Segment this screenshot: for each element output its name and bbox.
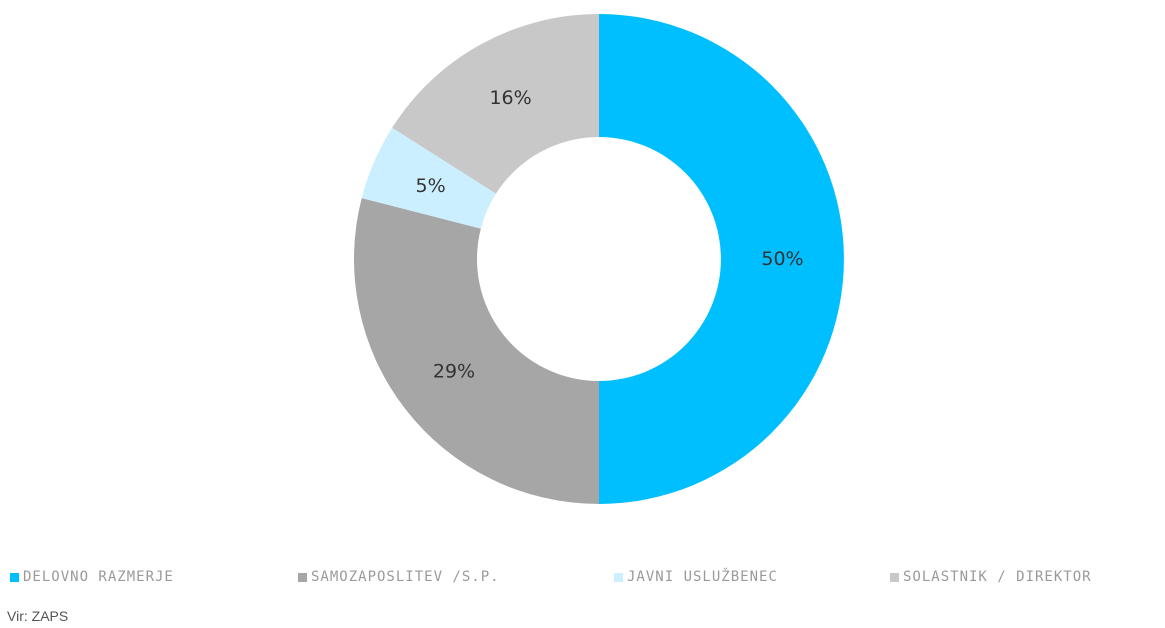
source-note: Vir: ZAPS	[7, 608, 68, 624]
legend-swatch-icon	[614, 573, 623, 582]
slice-value-label: 50%	[761, 248, 803, 270]
chart-legend: DELOVNO RAZMERJE SAMOZAPOSLITEV /S.P. JA…	[10, 569, 1160, 591]
legend-label: SAMOZAPOSLITEV /S.P.	[311, 569, 500, 585]
legend-label: SOLASTNIK / DIREKTOR	[903, 569, 1092, 585]
legend-item-samozaposlitev[interactable]: SAMOZAPOSLITEV /S.P.	[298, 569, 500, 585]
donut-slice-1[interactable]	[354, 198, 599, 504]
legend-swatch-icon	[298, 573, 307, 582]
slice-value-label: 16%	[489, 87, 531, 109]
slice-value-label: 5%	[416, 175, 446, 197]
legend-label: JAVNI USLUŽBENEC	[627, 569, 778, 585]
legend-item-delovno-razmerje[interactable]: DELOVNO RAZMERJE	[10, 569, 174, 585]
legend-swatch-icon	[890, 573, 899, 582]
legend-swatch-icon	[10, 573, 19, 582]
legend-label: DELOVNO RAZMERJE	[23, 569, 174, 585]
donut-chart-svg: 50% 29% 5% 16%	[0, 0, 1165, 560]
slice-value-label: 29%	[433, 360, 475, 382]
legend-item-javni-usluzbenec[interactable]: JAVNI USLUŽBENEC	[614, 569, 778, 585]
donut-slice-0[interactable]	[599, 14, 844, 504]
legend-item-solastnik-direktor[interactable]: SOLASTNIK / DIREKTOR	[890, 569, 1092, 585]
